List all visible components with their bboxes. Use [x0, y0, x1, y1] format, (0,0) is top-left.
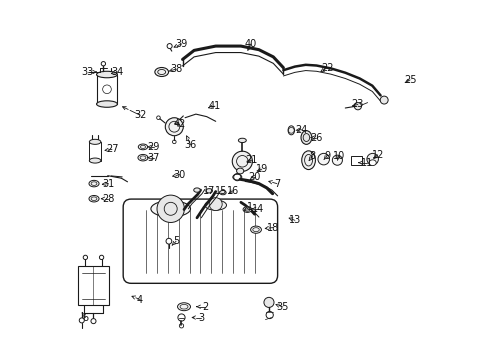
Text: 6: 6	[82, 312, 88, 323]
Ellipse shape	[138, 154, 148, 161]
Circle shape	[166, 238, 171, 244]
Ellipse shape	[155, 68, 168, 77]
Circle shape	[157, 195, 184, 222]
Ellipse shape	[250, 226, 261, 233]
FancyBboxPatch shape	[123, 199, 277, 283]
Circle shape	[79, 318, 84, 323]
Text: 24: 24	[295, 125, 307, 135]
Circle shape	[265, 311, 273, 319]
Text: 28: 28	[102, 194, 114, 204]
Text: 40: 40	[244, 39, 257, 49]
Text: 16: 16	[226, 186, 239, 196]
Ellipse shape	[236, 168, 244, 174]
Circle shape	[209, 198, 222, 211]
Ellipse shape	[238, 138, 246, 143]
Text: 7: 7	[273, 179, 280, 189]
Ellipse shape	[96, 101, 117, 107]
Circle shape	[91, 319, 96, 324]
Ellipse shape	[89, 195, 99, 202]
Ellipse shape	[193, 188, 200, 192]
Ellipse shape	[96, 71, 117, 78]
Text: 10: 10	[332, 150, 344, 161]
Text: 9: 9	[324, 150, 330, 161]
Ellipse shape	[151, 201, 190, 217]
Circle shape	[264, 297, 273, 307]
Ellipse shape	[219, 190, 225, 195]
Bar	[350, 156, 362, 165]
Text: 35: 35	[276, 302, 288, 312]
Text: 3: 3	[198, 312, 204, 323]
Text: 33: 33	[81, 67, 94, 77]
Text: 14: 14	[251, 204, 264, 214]
Ellipse shape	[138, 144, 147, 150]
Ellipse shape	[204, 200, 226, 210]
Text: 31: 31	[102, 179, 114, 189]
Circle shape	[317, 153, 329, 165]
Text: 1: 1	[246, 202, 252, 212]
Text: 17: 17	[203, 186, 215, 196]
Text: 39: 39	[175, 39, 187, 49]
Text: 36: 36	[184, 140, 196, 150]
Text: 5: 5	[173, 236, 179, 246]
Text: 30: 30	[173, 170, 185, 180]
Text: 18: 18	[266, 222, 279, 233]
Text: 34: 34	[111, 67, 123, 77]
Text: 15: 15	[214, 186, 227, 196]
Circle shape	[165, 118, 183, 136]
Ellipse shape	[368, 160, 375, 166]
Text: 26: 26	[310, 132, 322, 143]
Text: 42: 42	[173, 119, 185, 129]
Text: 37: 37	[147, 153, 160, 163]
Text: 29: 29	[147, 142, 160, 152]
Text: 11: 11	[360, 158, 372, 168]
Circle shape	[232, 151, 252, 171]
Text: 19: 19	[255, 164, 267, 174]
Text: 2: 2	[202, 302, 207, 312]
Ellipse shape	[89, 180, 99, 187]
Text: 13: 13	[288, 215, 301, 225]
Bar	[78, 266, 108, 305]
Bar	[89, 142, 101, 161]
Circle shape	[167, 44, 172, 49]
Text: 25: 25	[403, 75, 415, 85]
Ellipse shape	[243, 207, 251, 212]
Text: 21: 21	[245, 155, 257, 165]
Text: 32: 32	[134, 110, 146, 120]
Ellipse shape	[205, 189, 212, 193]
Ellipse shape	[380, 96, 387, 104]
Ellipse shape	[301, 151, 315, 170]
Text: 23: 23	[351, 99, 364, 109]
Bar	[96, 75, 117, 104]
Text: 12: 12	[371, 150, 383, 160]
Ellipse shape	[89, 139, 101, 144]
Text: 22: 22	[321, 63, 333, 73]
Text: 20: 20	[248, 172, 260, 182]
Ellipse shape	[89, 158, 101, 163]
Text: 8: 8	[309, 150, 315, 161]
Text: 4: 4	[137, 294, 143, 305]
Ellipse shape	[287, 126, 294, 135]
Circle shape	[354, 103, 361, 110]
Circle shape	[178, 314, 185, 321]
Text: 27: 27	[105, 144, 118, 154]
Ellipse shape	[301, 131, 311, 144]
Text: 41: 41	[208, 101, 221, 111]
Circle shape	[366, 153, 378, 165]
Circle shape	[332, 155, 342, 165]
Circle shape	[233, 174, 241, 181]
Text: 38: 38	[170, 64, 182, 74]
Ellipse shape	[177, 303, 190, 311]
